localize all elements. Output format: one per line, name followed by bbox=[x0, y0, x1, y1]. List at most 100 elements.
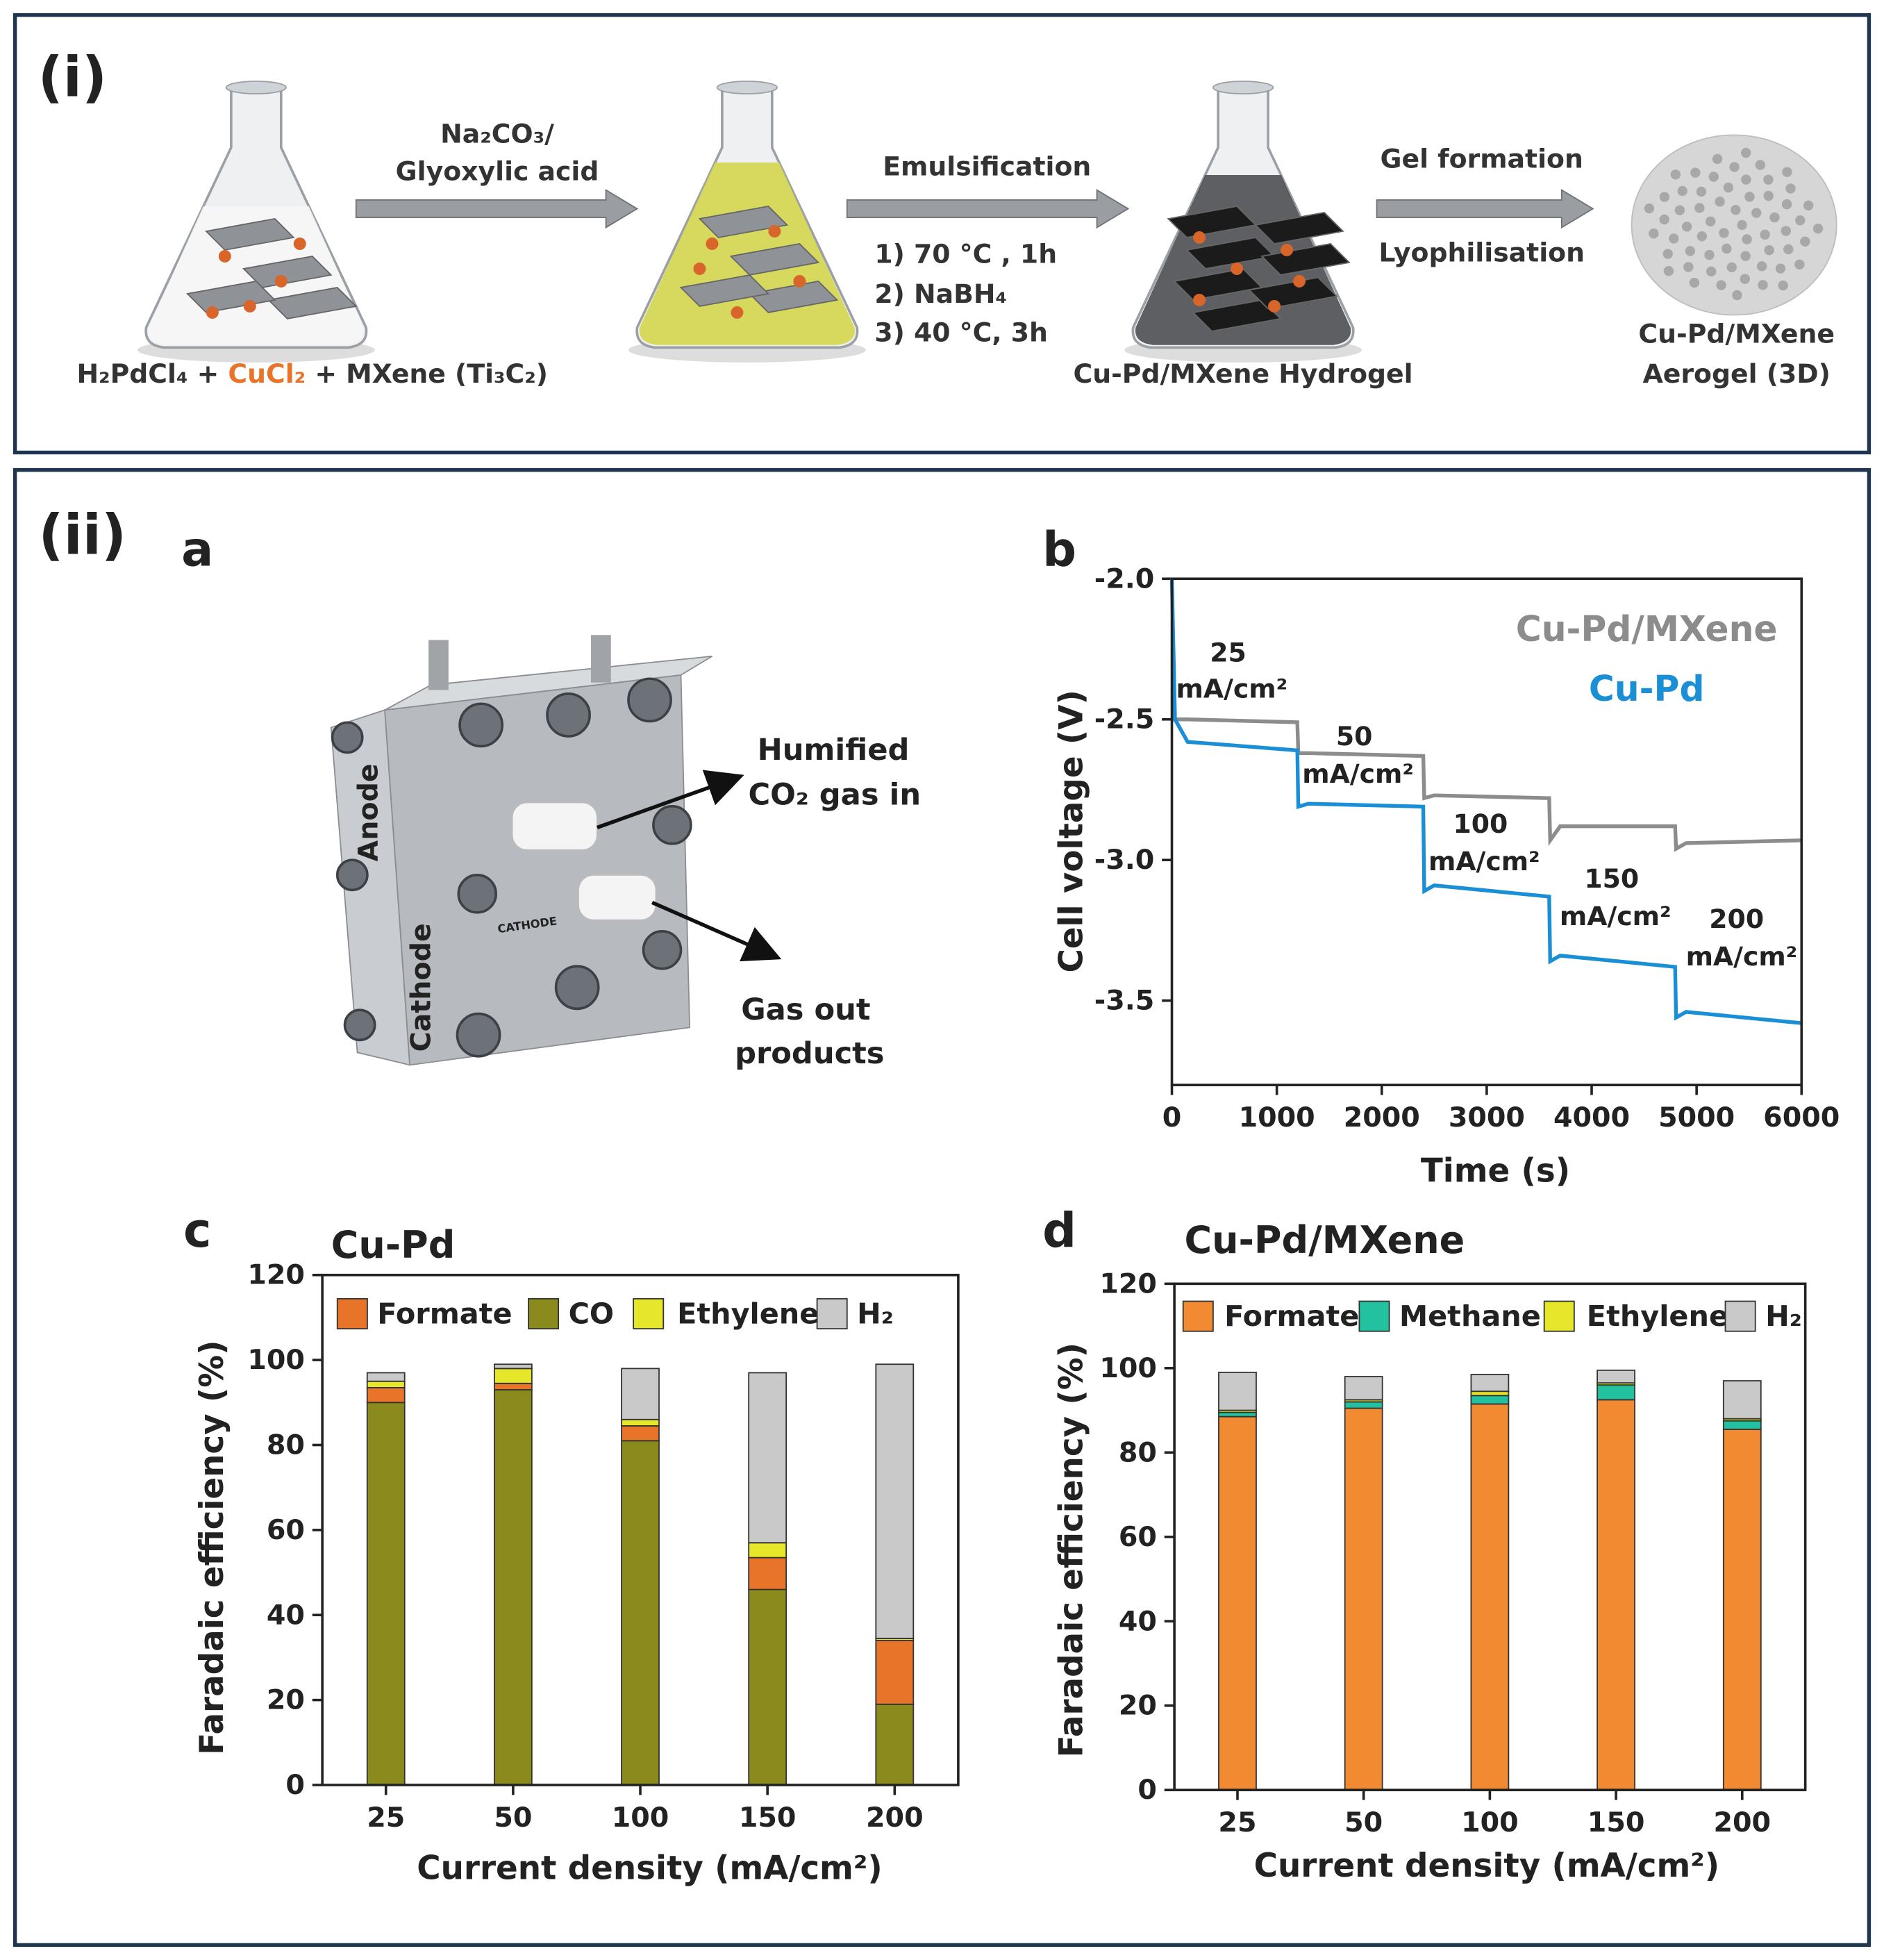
aerogel-pore bbox=[1740, 147, 1751, 158]
aerogel-pore bbox=[1737, 219, 1747, 231]
y-tick-label: -3.0 bbox=[1094, 844, 1155, 876]
bar-segment bbox=[366, 1380, 406, 1388]
bar-segment bbox=[621, 1425, 660, 1442]
nanoparticle bbox=[206, 306, 219, 319]
product-label: Cu-Pd/MXene Hydrogel bbox=[1074, 358, 1413, 389]
aerogel-pore bbox=[1715, 197, 1725, 207]
outlet-label: products bbox=[735, 1036, 884, 1071]
y-tick-label: 120 bbox=[247, 1259, 305, 1291]
step-label: Lyophilisation bbox=[1378, 238, 1585, 268]
chart-title: Cu-Pd bbox=[331, 1223, 456, 1267]
aerogel-pore bbox=[1694, 203, 1705, 213]
condition: 2) NaBH₄ bbox=[874, 279, 1007, 309]
aerogel-pore bbox=[1741, 174, 1751, 185]
legend-swatch bbox=[1182, 1300, 1214, 1332]
x-tick-label: 2000 bbox=[1344, 1102, 1420, 1133]
bar-segment bbox=[1344, 1407, 1383, 1791]
bar-segment bbox=[621, 1368, 660, 1420]
aerogel-pore bbox=[1659, 192, 1670, 202]
bolt bbox=[335, 858, 369, 892]
nanoparticle bbox=[1193, 231, 1206, 244]
bar-segment bbox=[1722, 1428, 1762, 1791]
aerogel-pore bbox=[1794, 259, 1805, 270]
bolt bbox=[554, 965, 600, 1011]
inlet-label: CO₂ gas in bbox=[748, 778, 921, 813]
x-tick-label: 50 bbox=[1344, 1807, 1383, 1838]
y-tick-label: 60 bbox=[267, 1514, 305, 1546]
aerogel-pore bbox=[1663, 265, 1674, 276]
aerogel-pore bbox=[1683, 262, 1694, 272]
bar-segment bbox=[1470, 1403, 1510, 1791]
panel-letter: b bbox=[1042, 522, 1076, 577]
legend-swatch bbox=[336, 1298, 368, 1330]
y-tick-label: 80 bbox=[1119, 1436, 1157, 1468]
aerogel-pore bbox=[1681, 222, 1692, 232]
bar-segment bbox=[366, 1402, 406, 1786]
bolt bbox=[456, 1012, 501, 1058]
nanoparticle bbox=[218, 249, 231, 263]
nanoparticle bbox=[693, 262, 706, 275]
bar-segment bbox=[493, 1368, 533, 1384]
aerogel-pore bbox=[1760, 229, 1770, 240]
aerogel-pore bbox=[1712, 153, 1723, 165]
legend-swatch bbox=[816, 1298, 848, 1330]
aerogel-pore bbox=[1716, 280, 1726, 290]
terminal bbox=[428, 640, 449, 690]
x-tick-label: 6000 bbox=[1763, 1102, 1840, 1133]
legend-swatch bbox=[1358, 1300, 1390, 1332]
panel-letter: c bbox=[183, 1204, 212, 1259]
legend-label: H₂ bbox=[857, 1297, 894, 1331]
aerogel-pore bbox=[1781, 199, 1792, 210]
y-tick-label: 40 bbox=[1119, 1605, 1157, 1637]
aerogel-pore bbox=[1785, 183, 1796, 194]
aerogel-pore bbox=[1783, 244, 1794, 255]
bar-segment bbox=[1218, 1371, 1257, 1411]
outlet-label: Gas out bbox=[741, 993, 870, 1027]
nanoparticle bbox=[293, 237, 306, 250]
mxene-sheet bbox=[698, 205, 789, 238]
aerogel-pore bbox=[1795, 215, 1806, 226]
bolt bbox=[642, 930, 683, 970]
bolt bbox=[627, 677, 672, 723]
inlet-label: Humified bbox=[758, 733, 910, 767]
arrow bbox=[651, 900, 782, 962]
nanoparticle bbox=[1193, 293, 1206, 306]
plot-frame bbox=[1173, 1282, 1807, 1792]
bar-segment bbox=[621, 1418, 660, 1427]
bolt bbox=[331, 721, 364, 754]
legend-label: Ethylene bbox=[1587, 1299, 1728, 1333]
aerogel-pore bbox=[1729, 162, 1740, 172]
legend-label: Cu-Pd bbox=[1589, 668, 1705, 709]
y-tick-label: 20 bbox=[267, 1684, 305, 1716]
bar-segment bbox=[748, 1556, 787, 1591]
bar-segment bbox=[1218, 1411, 1257, 1418]
x-tick-label: 25 bbox=[1218, 1807, 1256, 1838]
y-tick-label: 100 bbox=[247, 1344, 305, 1376]
mxene-sheet bbox=[679, 274, 770, 307]
legend-label: Formate bbox=[1224, 1299, 1359, 1333]
mxene-sheet bbox=[1260, 242, 1351, 276]
bolt bbox=[458, 702, 504, 748]
annotation: mA/cm² bbox=[1176, 674, 1288, 704]
aerogel-pore bbox=[1740, 274, 1751, 284]
anode-label: Anode bbox=[353, 763, 385, 861]
aerogel-pore bbox=[1775, 263, 1786, 274]
x-tick-label: 100 bbox=[612, 1802, 669, 1834]
x-tick-label: 4000 bbox=[1553, 1102, 1630, 1133]
panel-letter: a bbox=[181, 522, 213, 577]
aerogel-pore bbox=[1677, 185, 1687, 197]
y-tick-label: -2.5 bbox=[1094, 704, 1155, 736]
x-tick-label: 0 bbox=[1162, 1102, 1182, 1133]
mxene-sheet bbox=[186, 280, 276, 313]
step-label: Gel formation bbox=[1381, 144, 1583, 174]
annotation: 50 bbox=[1336, 721, 1373, 751]
aerogel-pore bbox=[1742, 234, 1752, 244]
aerogel-pore bbox=[1726, 262, 1737, 273]
y-tick-label: 0 bbox=[285, 1769, 305, 1801]
x-tick-label: 150 bbox=[1587, 1807, 1645, 1838]
aerogel-pore bbox=[1763, 174, 1774, 185]
bolt bbox=[652, 805, 692, 845]
legend-swatch bbox=[1724, 1300, 1756, 1332]
aerogel-pore bbox=[1740, 251, 1751, 261]
